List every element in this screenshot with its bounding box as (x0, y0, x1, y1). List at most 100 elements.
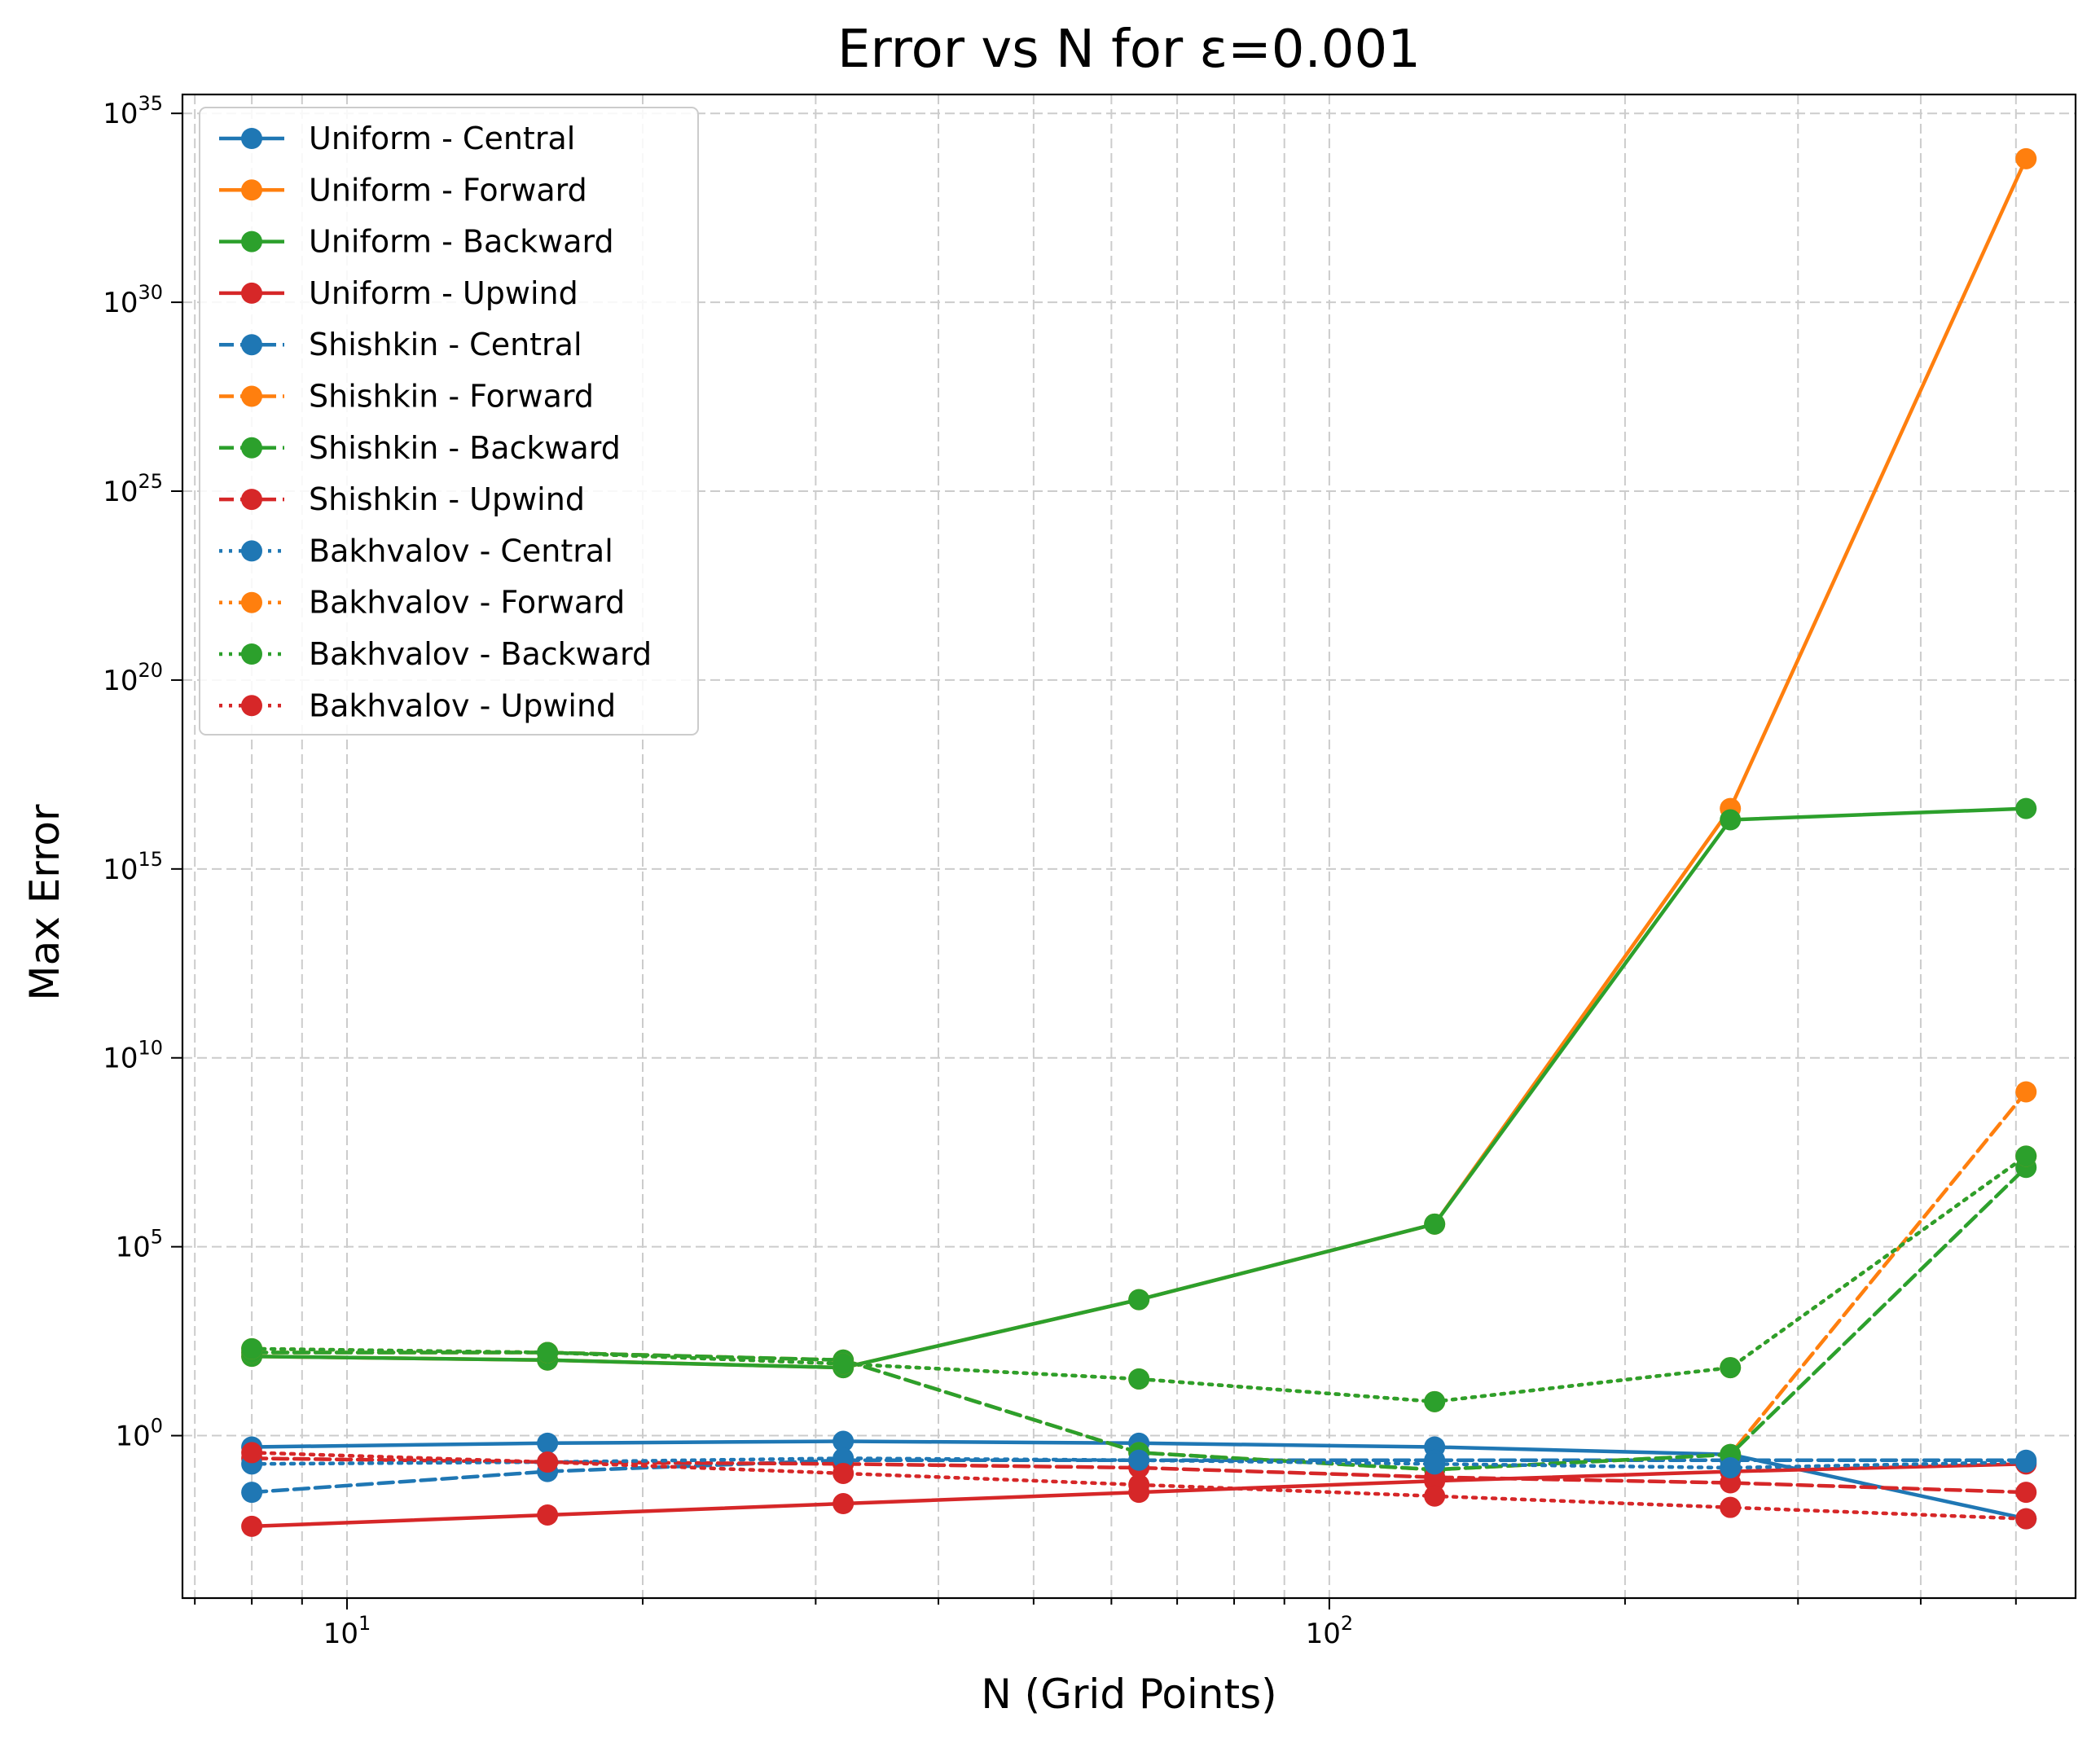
series-11 (241, 1145, 2037, 1412)
series-point (1424, 1390, 1446, 1412)
legend-marker (241, 282, 262, 304)
legend-entry: Uniform - Central (219, 121, 575, 156)
y-tick-exponent: 25 (138, 470, 163, 493)
x-tick-base: 10 (1306, 1618, 1341, 1650)
x-tick-base: 10 (323, 1618, 358, 1650)
series-point (833, 1493, 854, 1515)
legend-entry: Shishkin - Upwind (219, 481, 585, 517)
series-point (2015, 1482, 2037, 1504)
legend-entry: Uniform - Forward (219, 172, 587, 208)
series-point (1424, 1213, 1446, 1235)
legend-marker (241, 231, 262, 253)
series-point (1424, 1485, 1446, 1507)
series-point (833, 1353, 854, 1375)
legend-label: Shishkin - Upwind (309, 481, 585, 517)
legend-marker (241, 695, 262, 717)
y-tick-label: 1030 (103, 281, 163, 319)
legend-entry: Shishkin - Backward (219, 430, 621, 466)
x-axis-label: N (Grid Points) (981, 1671, 1276, 1718)
legend-marker (241, 334, 262, 356)
y-axis-label: Max Error (21, 804, 68, 1001)
series-point (537, 1432, 559, 1454)
series-point (537, 1451, 559, 1473)
series-point (1720, 1496, 1742, 1518)
series-point (2015, 1081, 2037, 1103)
legend-label: Shishkin - Forward (309, 379, 594, 415)
y-tick-base: 10 (115, 1232, 150, 1264)
series-point (1128, 1473, 1150, 1495)
series-point (2015, 797, 2037, 819)
legend-entry: Uniform - Backward (219, 224, 614, 260)
legend: Uniform - Central Uniform - Forward Unifor… (199, 107, 699, 736)
series-point (2015, 1145, 2037, 1167)
legend-marker (241, 437, 262, 459)
y-tick-exponent: 30 (138, 281, 163, 304)
legend-marker (241, 385, 262, 407)
legend-label: Uniform - Upwind (309, 275, 578, 311)
legend-label: Bakhvalov - Forward (309, 585, 625, 621)
legend-marker (241, 128, 262, 149)
x-tick-label: 101 (323, 1612, 371, 1650)
chart-title: Error vs N for ε=0.001 (837, 20, 1421, 80)
legend-label: Uniform - Central (309, 121, 575, 156)
y-tick-base: 10 (115, 1421, 150, 1453)
legend-marker (241, 643, 262, 665)
series-point (833, 1462, 854, 1484)
y-tick-label: 1020 (103, 659, 163, 697)
y-tick-label: 100 (115, 1415, 163, 1453)
y-tick-label: 105 (115, 1226, 163, 1264)
series-point (241, 1337, 263, 1359)
y-tick-exponent: 0 (151, 1415, 163, 1438)
y-tick-base: 10 (103, 854, 138, 886)
legend-entry: Uniform - Upwind (219, 275, 578, 311)
series-point (241, 1482, 263, 1504)
series-point (1128, 1368, 1150, 1390)
series-12 (241, 1442, 2037, 1530)
x-tick-label: 102 (1306, 1612, 1354, 1650)
y-tick-exponent: 10 (138, 1037, 163, 1060)
legend-marker (241, 489, 262, 511)
y-tick-exponent: 15 (138, 848, 163, 871)
legend-label: Bakhvalov - Backward (309, 636, 652, 672)
x-tick-exponent: 1 (358, 1612, 371, 1635)
series-point (537, 1342, 559, 1364)
y-tick-label: 1015 (103, 848, 163, 886)
series-point (537, 1504, 559, 1526)
y-tick-label: 1025 (103, 470, 163, 508)
y-tick-base: 10 (103, 476, 138, 508)
y-tick-exponent: 20 (138, 659, 163, 682)
series-point (1720, 809, 1742, 831)
series-point (1720, 1357, 1742, 1379)
plot-area-frame (181, 93, 2077, 1600)
series-point (833, 1447, 854, 1469)
legend-entry: Bakhvalov - Forward (219, 585, 625, 621)
legend-marker (241, 540, 262, 562)
series-point (1128, 1449, 1150, 1471)
legend-entry: Bakhvalov - Upwind (219, 687, 616, 723)
y-tick-base: 10 (103, 1043, 138, 1075)
y-tick-base: 10 (103, 98, 138, 130)
series-point (1720, 1456, 1742, 1478)
legend-marker (241, 179, 262, 201)
legend-entry: Shishkin - Forward (219, 379, 594, 415)
legend-label: Bakhvalov - Central (309, 533, 613, 569)
legend-entry: Bakhvalov - Central (219, 533, 613, 569)
y-tick-exponent: 35 (138, 92, 163, 115)
series-point (2015, 147, 2037, 169)
series-point (2015, 1508, 2037, 1530)
legend-marker (241, 591, 262, 613)
legend-box (199, 107, 699, 736)
series-point (241, 1515, 263, 1537)
series-point (1128, 1289, 1150, 1311)
legend-label: Uniform - Backward (309, 224, 614, 260)
legend-entry: Shishkin - Central (219, 327, 582, 362)
series-point (241, 1442, 263, 1464)
legend-label: Uniform - Forward (309, 172, 587, 208)
series-point (1720, 1472, 1742, 1494)
y-tick-base: 10 (103, 665, 138, 697)
legend-label: Bakhvalov - Upwind (309, 687, 616, 723)
legend-entry: Bakhvalov - Backward (219, 636, 652, 672)
y-tick-exponent: 5 (151, 1226, 163, 1249)
